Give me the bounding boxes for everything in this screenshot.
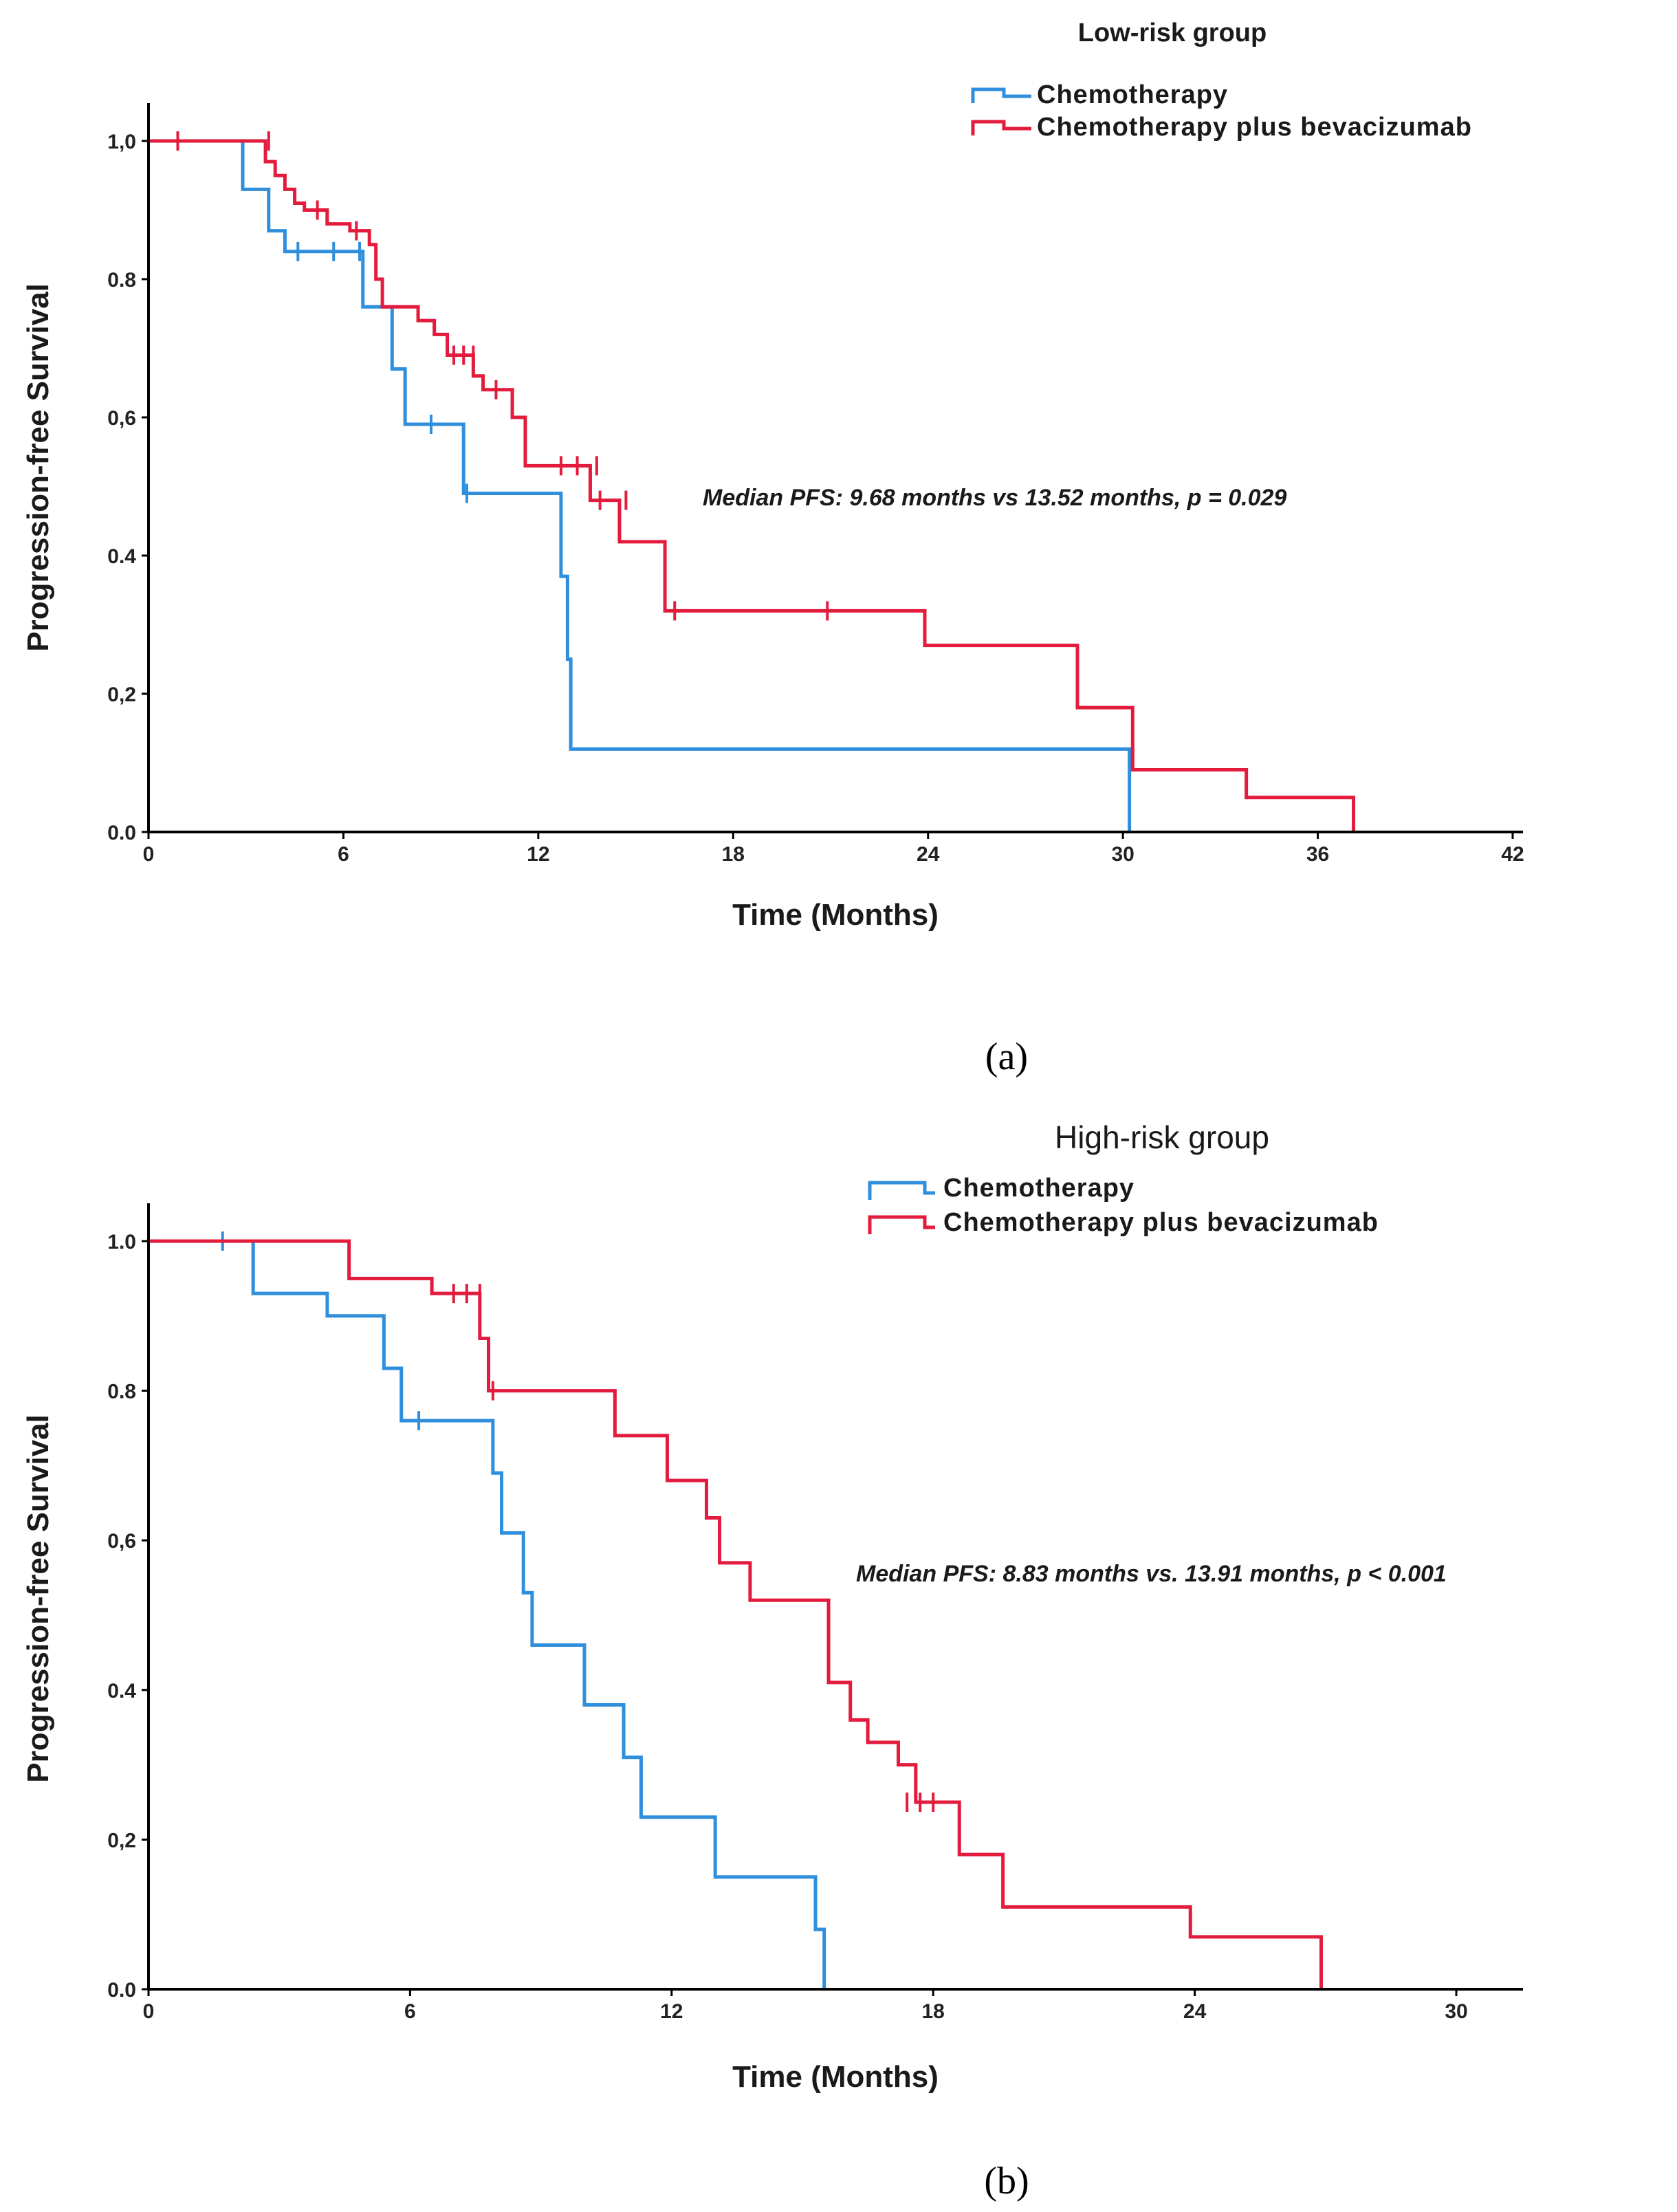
- x-tick-label: 24: [917, 843, 940, 866]
- y-tick-label: 0,6: [107, 407, 136, 430]
- y-tick-label: 0.4: [107, 545, 136, 568]
- legend-swatch-chemotherapy-plus-bevacizumab: [971, 120, 1031, 135]
- y-tick-label: 0,2: [107, 683, 136, 706]
- y-tick-label: 0.8: [107, 269, 136, 292]
- survival-curve-chemotherapy: [149, 1239, 826, 1989]
- survival-curve-chemotherapy-plus-bevacizumab: [149, 1239, 1323, 1989]
- y-axis-title: Progression-free Survival: [21, 283, 55, 652]
- plot-area: 0 6 12 18 24 30 36 42 0.0 0,2 0.4 0,6 0.8 1,0: [107, 103, 1524, 866]
- x-tick-label: 12: [660, 2000, 683, 2023]
- survival-curve-chemotherapy: [149, 139, 1132, 832]
- x-tick-label: 30: [1445, 2000, 1467, 2023]
- x-axis-title: Time (Months): [732, 2060, 939, 2094]
- legend: Chemotherapy Chemotherapy plus bevacizum…: [868, 1174, 1379, 1237]
- x-tick-label: 18: [722, 843, 745, 866]
- median-pfs-annotation: Median PFS: 9.68 months vs 13.52 months,…: [703, 485, 1286, 511]
- x-tick-label: 0: [143, 843, 155, 866]
- x-tick-label: 30: [1111, 843, 1134, 866]
- panel-label-b: (b): [984, 2160, 1029, 2202]
- x-tick-label: 18: [922, 2000, 945, 2023]
- legend-swatch-chemotherapy: [971, 87, 1031, 103]
- y-tick-label: 1,0: [107, 131, 136, 153]
- y-tick-label: 0.0: [107, 1979, 136, 2002]
- legend-swatch-chemotherapy-plus-bevacizumab: [868, 1215, 935, 1234]
- x-tick-label: 6: [338, 843, 349, 866]
- legend: Chemotherapy Chemotherapy plus bevacizum…: [971, 80, 1472, 142]
- chart-title: High-risk group: [1055, 1119, 1269, 1155]
- x-tick-label: 42: [1501, 843, 1524, 866]
- chart-high-risk: High-risk group Chemotherapy Chemotherap…: [21, 1119, 1523, 2202]
- y-tick-label: 0,2: [107, 1829, 136, 1852]
- y-tick-label: 0.0: [107, 822, 136, 844]
- legend-swatch-chemotherapy: [868, 1181, 935, 1200]
- y-tick-label: 1.0: [107, 1231, 136, 1253]
- y-tick-label: 0.4: [107, 1680, 136, 1702]
- median-pfs-annotation: Median PFS: 8.83 months vs. 13.91 months…: [856, 1561, 1447, 1587]
- panel-label-a: (a): [985, 1036, 1028, 1078]
- y-axis-title: Progression-free Survival: [21, 1414, 55, 1783]
- chart-title: Low-risk group: [1078, 19, 1267, 47]
- legend-label-chemotherapy: Chemotherapy: [1037, 80, 1228, 109]
- x-tick-label: 6: [404, 2000, 416, 2023]
- y-tick-label: 0,6: [107, 1530, 136, 1553]
- axes: [147, 103, 1523, 833]
- survival-curve-chemotherapy-plus-bevacizumab: [149, 139, 1356, 832]
- axes: [147, 1203, 1523, 1991]
- x-tick-label: 24: [1183, 2000, 1207, 2023]
- x-tick-label: 0: [143, 2000, 155, 2023]
- plot-area: 0 6 12 18 24 30 0.0 0,2 0.4 0,6 0.8 1.0: [107, 1203, 1523, 2023]
- x-tick-label: 36: [1306, 843, 1329, 866]
- legend-label-chemotherapy: Chemotherapy: [943, 1174, 1135, 1203]
- x-axis-title: Time (Months): [732, 898, 939, 932]
- legend-label-chemotherapy-plus-bevacizumab: Chemotherapy plus bevacizumab: [1037, 113, 1472, 142]
- legend-label-chemotherapy-plus-bevacizumab: Chemotherapy plus bevacizumab: [943, 1208, 1379, 1237]
- y-tick-label: 0.8: [107, 1381, 136, 1403]
- x-tick-label: 12: [527, 843, 549, 866]
- chart-low-risk: Low-risk group Chemotherapy Chemotherapy…: [21, 19, 1524, 1078]
